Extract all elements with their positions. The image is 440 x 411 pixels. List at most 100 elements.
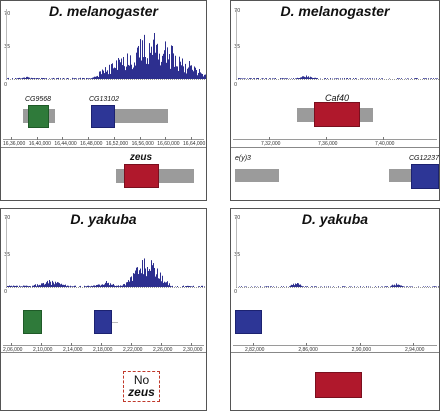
y-tick-mid: 35 — [4, 44, 11, 50]
scale-tick — [253, 343, 254, 346]
coverage-bar — [62, 284, 63, 287]
coverage-bar — [433, 78, 434, 79]
coverage-bar — [145, 57, 146, 79]
y-tick-max: 70 — [234, 8, 241, 14]
coverage-bar — [296, 78, 297, 79]
coverage-bar — [94, 285, 95, 287]
coverage-bar — [36, 286, 37, 287]
coverage-bar — [311, 77, 312, 79]
y-tick-max: 70 — [4, 215, 11, 221]
coverage-bar — [48, 283, 49, 287]
gene-model-cg12237-utr — [389, 169, 413, 182]
coverage-bar — [94, 76, 95, 79]
coverage-bar — [153, 263, 154, 287]
coverage-bar — [24, 285, 25, 287]
coverage-bar — [299, 284, 300, 287]
coverage-bar — [437, 78, 438, 79]
coverage-bar — [390, 286, 391, 287]
coverage-bar — [33, 78, 34, 79]
coverage-bar — [127, 53, 128, 79]
coverage-bar — [407, 78, 408, 79]
coverage-bar — [403, 286, 404, 287]
coverage-bar — [26, 76, 27, 79]
coverage-bar — [90, 78, 91, 79]
scale-label: 2,94,000 — [405, 347, 425, 353]
coverage-bar — [142, 40, 143, 79]
coverage-bar — [46, 78, 47, 79]
coverage-bar — [151, 260, 152, 287]
coverage-bar — [80, 285, 81, 287]
coverage-bar — [141, 60, 142, 79]
coverage-bar — [104, 284, 105, 287]
coverage-bar — [74, 78, 75, 79]
coverage-bar — [124, 66, 125, 79]
coverage-bar — [241, 286, 242, 287]
coverage-bar — [414, 78, 415, 79]
coverage-bar — [92, 286, 93, 287]
scale-tick — [139, 137, 141, 140]
gene-model-cg13102-utr — [115, 109, 168, 123]
coverage-bar — [128, 280, 129, 287]
coverage-bar — [153, 39, 154, 79]
coverage-bar — [38, 78, 39, 79]
coverage-bar — [101, 284, 102, 287]
coverage-bar — [60, 78, 61, 79]
coverage-bar — [165, 282, 166, 287]
gene-zeus — [124, 164, 159, 188]
coverage-bar — [46, 282, 47, 287]
coverage-bar — [52, 280, 53, 287]
scale-tick — [131, 343, 132, 346]
coverage-bar — [146, 276, 147, 287]
coverage-bar — [115, 68, 116, 79]
coverage-bar — [112, 63, 113, 79]
coverage-bar — [349, 286, 350, 287]
coverage-bar — [107, 70, 108, 79]
coverage-bar — [161, 61, 162, 79]
coverage-bar — [382, 78, 383, 79]
coverage-bar — [166, 62, 167, 79]
coverage-bar — [301, 285, 302, 287]
coverage-bar — [113, 68, 114, 79]
coverage-bar — [60, 284, 61, 287]
coverage-bar — [204, 286, 205, 287]
coverage-bar — [305, 77, 306, 79]
coverage-bar — [139, 57, 140, 79]
coverage-bar — [110, 73, 111, 79]
coverage-bar — [158, 59, 159, 79]
scale-label: 16,44,000 — [54, 141, 77, 147]
coverage-bar — [25, 285, 26, 287]
coverage-bar — [57, 282, 58, 287]
coverage-bar — [133, 273, 134, 287]
coverage-bar — [275, 78, 276, 79]
coverage-bar — [23, 77, 24, 79]
coverage-bar — [163, 282, 164, 287]
coverage-bar — [406, 286, 407, 287]
scale-label: 7,32,000 — [261, 141, 281, 147]
coverage-bar — [154, 267, 155, 287]
coverage-bar — [93, 77, 94, 79]
coverage-bar — [431, 78, 432, 79]
coverage-bar — [24, 77, 25, 79]
coverage-bar — [34, 77, 35, 79]
coverage-bar — [144, 258, 145, 287]
coverage-bar — [188, 285, 189, 287]
coverage-bar — [334, 78, 335, 79]
coverage-bar — [366, 286, 367, 287]
coverage-bar — [134, 62, 135, 79]
coverage-bar — [11, 285, 12, 287]
coverage-bar — [168, 59, 169, 79]
gene-label-cg12237: CG12237 — [409, 155, 439, 162]
coverage-bar — [355, 78, 356, 79]
scale-tick — [71, 343, 72, 346]
coverage-bar — [108, 282, 109, 287]
coverage-bar — [176, 66, 177, 79]
scale-label: 2,82,000 — [245, 347, 265, 353]
coverage-bar — [43, 282, 44, 287]
coverage-bar — [92, 77, 93, 79]
coverage-bar — [126, 282, 127, 287]
coverage-bar — [98, 77, 99, 79]
scale-tick — [36, 137, 38, 140]
scale-label: 2,22,000 — [123, 347, 143, 353]
coverage-bar — [164, 50, 165, 79]
coverage-bar — [169, 54, 170, 79]
